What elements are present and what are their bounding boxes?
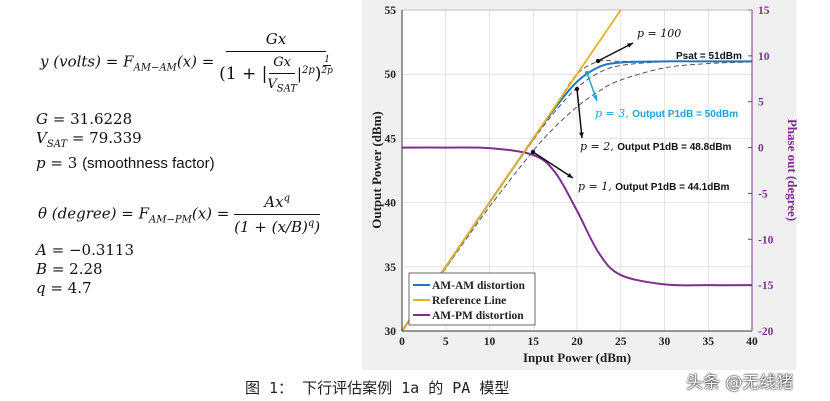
am-pm-equation: θ (degree) = FAM−PM(x) = Axq (1 + (x/B)q… xyxy=(38,193,320,236)
am-am-sub: AM−AM xyxy=(133,62,177,74)
annotation-p: p = 100 xyxy=(637,27,681,40)
y2-tick-label: 0 xyxy=(758,143,764,155)
annotation-p: p = 2, xyxy=(580,140,617,153)
param-p: p = 3 (smoothness factor) xyxy=(36,154,215,172)
am-pm-den-close: ) xyxy=(314,218,321,236)
annotation-detail: Output P1dB = 44.1dBm xyxy=(615,182,729,193)
param-b: B = 2.28 xyxy=(36,260,103,278)
x-tick-label: 5 xyxy=(443,336,449,348)
y2-tick-label: -5 xyxy=(758,188,768,200)
param-a: A = −0.3113 xyxy=(36,241,135,259)
am-pm-arg: (x) = xyxy=(191,204,230,223)
arrowhead-icon xyxy=(592,95,598,101)
y-tick-label: 55 xyxy=(385,5,397,17)
am-am-arg: (x) = xyxy=(176,52,215,71)
param-vsat: VSAT = 79.339 xyxy=(36,129,142,150)
y-tick-label: 35 xyxy=(385,262,397,274)
y-tick-label: 30 xyxy=(385,326,397,338)
series-am-pm-distortion xyxy=(401,146,753,287)
curves xyxy=(401,9,753,332)
legend-reference: Reference Line xyxy=(432,295,506,307)
y2-tick-label: 5 xyxy=(758,97,764,109)
legend: AM-AM distortion Reference Line AM-PM di… xyxy=(408,272,536,326)
outer-exp-num: 1 xyxy=(323,55,331,66)
x-tick-label: 30 xyxy=(659,336,671,348)
outer-exp-den: 2p xyxy=(321,66,333,76)
annotations: p = 100 Psat = 51dBm p = 3, Output P1dB =… xyxy=(530,27,742,193)
annotation-p: p = 1, xyxy=(578,180,615,193)
figure-caption: 图 1： 下行评估案例 1a 的 PA 模型 xyxy=(245,379,510,397)
am-pm-numerator: Ax xyxy=(264,193,284,211)
annotation-detail: Output P1dB = 48.8dBm xyxy=(617,142,731,153)
y2-tick-label: 10 xyxy=(758,51,770,63)
am-pm-params: A = −0.3113 B = 2.28 q = 4.7 xyxy=(36,241,134,298)
am-am-numerator: Gx xyxy=(225,30,327,52)
annotation-detail: Psat = 51dBm xyxy=(676,51,742,62)
am-pm-fraction: Axq (1 + (x/B)q) xyxy=(234,193,320,236)
x-tick-label: 25 xyxy=(615,336,627,348)
param-g: G = 31.6228 xyxy=(36,110,133,128)
abs-exponent: 2p xyxy=(301,64,315,76)
am-pm-sub: AM−PM xyxy=(149,214,192,226)
annotation-arrow xyxy=(576,88,583,139)
arrowhead-icon xyxy=(579,132,584,138)
am-am-lhs: y (volts) = F xyxy=(40,52,134,71)
am-am-denominator: (1 + | Gx VSAT |2p) 1 2p xyxy=(219,52,333,95)
inner-den-sub: SAT xyxy=(276,83,297,95)
am-am-params: G = 31.6228 VSAT = 79.339 p = 3 (smoothn… xyxy=(36,110,215,173)
y-tick-label: 45 xyxy=(385,133,397,145)
annotation-label: Psat = 51dBm xyxy=(676,51,742,62)
y-tick-label: 40 xyxy=(385,198,397,210)
x-tick-label: 15 xyxy=(528,336,540,348)
y2-tick-label: -20 xyxy=(758,326,774,338)
legend-am-am: AM-AM distortion xyxy=(432,280,526,292)
param-q: q = 4.7 xyxy=(36,279,92,297)
am-am-fraction: Gx (1 + | Gx VSAT |2p) 1 2p xyxy=(219,30,333,95)
y2-tick-label: -15 xyxy=(758,280,774,292)
annotation-arrow xyxy=(532,151,574,179)
am-am-equation: y (volts) = FAM−AM(x) = Gx (1 + | Gx VSAT |… xyxy=(40,30,333,95)
annotation-arrow xyxy=(597,42,634,62)
arrowhead-icon xyxy=(627,43,633,48)
am-am-den-open: (1 + | xyxy=(219,63,268,84)
am-am-den-close: ) xyxy=(314,63,322,84)
abs-bar: | xyxy=(296,64,302,83)
x-tick-label: 0 xyxy=(399,336,405,348)
y-tick-label: 50 xyxy=(385,69,397,81)
annotation-detail: Output P1dB = 50dBm xyxy=(632,109,738,120)
watermark: 头条 @无线猪 xyxy=(686,373,794,393)
series-p-curve-dashed xyxy=(401,61,753,332)
am-pm-den-exp: q xyxy=(307,218,315,229)
inner-num: Gx xyxy=(269,55,295,74)
am-pm-lhs: θ (degree) = F xyxy=(38,204,150,223)
inner-den: V xyxy=(267,77,277,92)
x-tick-label: 20 xyxy=(571,336,583,348)
legend-am-pm: AM-PM distortion xyxy=(432,310,524,322)
am-pm-num-exp: q xyxy=(283,193,290,204)
y2-tick-label: -10 xyxy=(758,234,774,246)
annotation-label: p = 3, Output P1dB = 50dBm xyxy=(595,107,738,120)
annotation-label: p = 100 xyxy=(637,27,681,40)
x-tick-label: 40 xyxy=(746,336,758,348)
y2-axis-label: Phase out (degree) xyxy=(785,119,800,221)
x-tick-label: 35 xyxy=(703,336,715,348)
annotation-label: p = 2, Output P1dB = 48.8dBm xyxy=(580,140,732,153)
annotation-label: p = 1, Output P1dB = 44.1dBm xyxy=(578,180,730,193)
x-axis-label: Input Power (dBm) xyxy=(523,350,631,365)
x-tick-label: 10 xyxy=(484,336,496,348)
annotation-p: p = 3, xyxy=(595,107,632,120)
arrowhead-icon xyxy=(567,173,573,178)
y-axis-label: Output Power (dBm) xyxy=(369,111,384,228)
am-pm-denominator: (1 + (x/B) xyxy=(234,218,308,236)
y2-tick-label: 15 xyxy=(758,5,770,17)
ticks: 0 5 10 15 20 25 30 35 40 30 35 40 45 50 55 -20 -15 -10 -5 0… xyxy=(385,5,774,348)
